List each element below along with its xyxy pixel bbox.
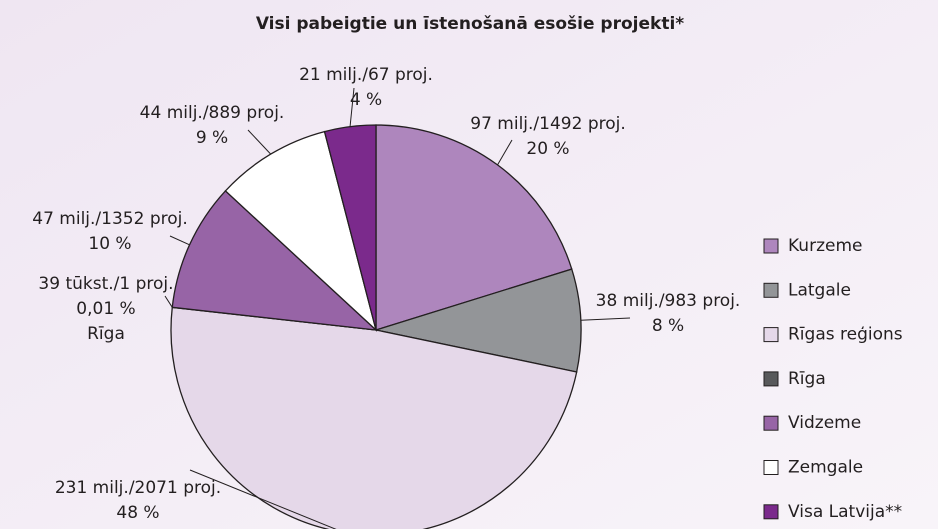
leader-line <box>497 139 513 166</box>
data-label: 20 % <box>526 139 569 159</box>
data-label: 8 % <box>652 316 684 336</box>
data-label: 4 % <box>350 90 382 110</box>
leader-line <box>580 317 631 321</box>
leader-line <box>349 87 355 127</box>
leader-line <box>169 235 190 246</box>
legend-swatch <box>763 504 779 520</box>
pie-slice <box>171 189 378 331</box>
data-label: 48 % <box>116 503 159 523</box>
legend-label: Rīgas reģions <box>788 325 903 345</box>
data-label-detail: 38 milj./983 proj. <box>596 291 741 311</box>
legend-label: Latgale <box>788 280 851 300</box>
leader-line <box>189 469 337 529</box>
data-label-detail: 21 milj./67 proj. <box>299 65 433 85</box>
legend-swatch <box>763 415 779 431</box>
data-label-detail: 44 milj./889 proj. <box>140 103 285 123</box>
legend-swatch <box>763 371 779 387</box>
data-label: 9 % <box>196 128 228 148</box>
data-label-detail: 231 milj./2071 proj. <box>55 478 221 498</box>
leader-line <box>247 129 272 155</box>
legend-swatch <box>763 327 779 343</box>
pie-slice <box>323 124 377 331</box>
data-label-detail: 47 milj./1352 proj. <box>32 209 188 229</box>
legend-swatch <box>763 238 779 254</box>
legend-label: Kurzeme <box>788 236 862 256</box>
data-label: 10 % <box>88 234 131 254</box>
legend-swatch <box>763 282 779 298</box>
pie-slice <box>170 306 578 529</box>
legend-swatch <box>763 460 779 475</box>
legend-label: Zemgale <box>788 458 863 478</box>
data-label-detail: 97 milj./1492 proj. <box>470 114 626 134</box>
legend-label: Vidzeme <box>788 413 861 433</box>
pie-slice <box>373 268 582 373</box>
pie-slice <box>375 124 573 331</box>
data-label: 0,01 % <box>76 299 135 319</box>
legend-label: Rīga <box>788 369 826 389</box>
leader-line <box>164 295 173 308</box>
data-label-name: Rīga <box>87 324 125 344</box>
legend-label: Visa Latvija** <box>788 502 902 522</box>
chart-title: Visi pabeigtie un īstenošanā esošie proj… <box>256 14 684 34</box>
data-label-detail: 39 tūkst./1 proj. <box>38 274 173 294</box>
